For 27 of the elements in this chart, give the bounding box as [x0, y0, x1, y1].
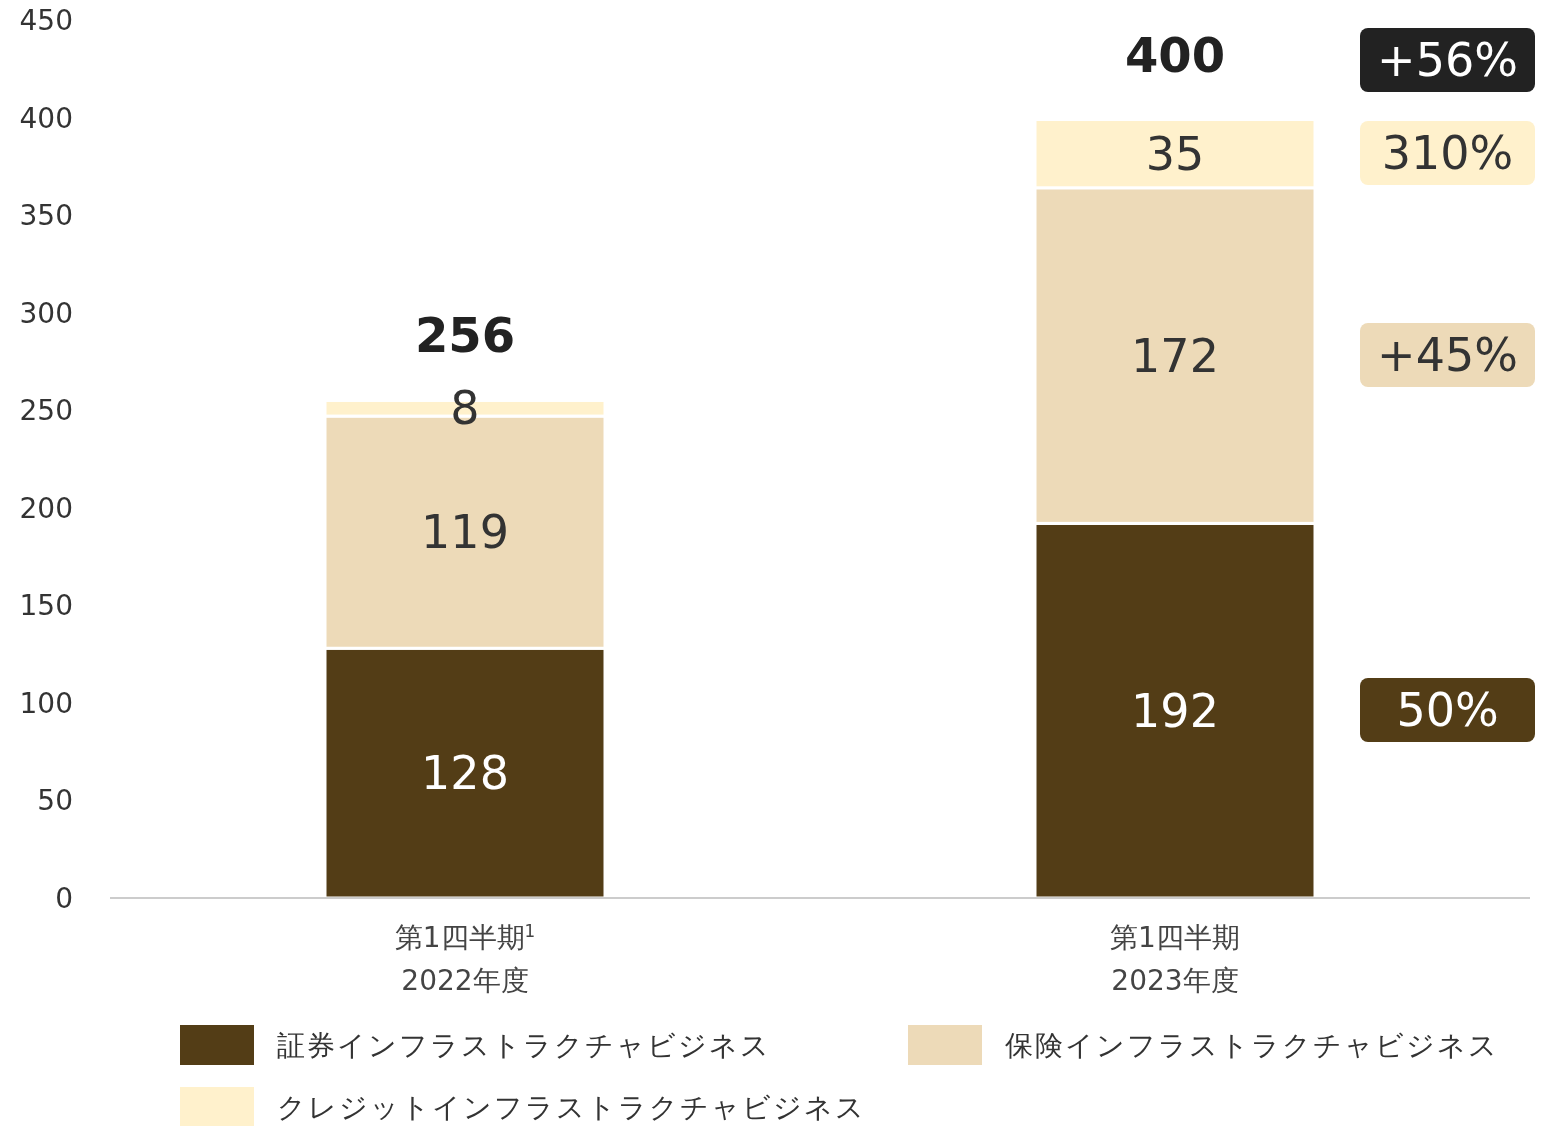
annotation: 310% — [1381, 126, 1514, 180]
category-label: 第1四半期$^{1}$ 2022年度 — [394, 921, 536, 997]
data-label: 119 — [421, 505, 509, 560]
x-tick-label: 第1四半期 2023年度 — [1110, 921, 1240, 997]
y-tick-label: 0 — [55, 882, 73, 915]
data-label: 35 — [1145, 126, 1205, 181]
annotation: +56% — [1377, 33, 1518, 87]
y-tick-label: 400 — [19, 101, 73, 135]
data-label: 8 — [450, 381, 480, 436]
data-label: 192 — [1131, 683, 1219, 738]
y-tick-label: 200 — [19, 491, 73, 525]
data-label: 128 — [421, 746, 509, 801]
y-tick-label: 50 — [37, 784, 73, 818]
annotation: 50% — [1396, 683, 1499, 737]
legend-label: 証券インフラストラクチャビジネス — [277, 1029, 771, 1062]
y-tick-label: 300 — [19, 296, 73, 330]
annotation: +45% — [1377, 328, 1518, 382]
total-label: 400 — [1124, 26, 1226, 83]
y-tick-label: 250 — [19, 394, 73, 428]
y-tick-label: 350 — [19, 199, 73, 233]
data-label: 172 — [1131, 328, 1219, 383]
legend-label: 保険インフラストラクチャビジネス — [1005, 1029, 1499, 1062]
y-tick-label: 450 — [19, 4, 73, 37]
legend-label: クレジットインフラストラクチャビジネス — [277, 1091, 866, 1124]
y-tick-label: 150 — [19, 589, 73, 623]
total-label: 256 — [414, 307, 516, 364]
y-tick-label: 100 — [19, 686, 73, 720]
